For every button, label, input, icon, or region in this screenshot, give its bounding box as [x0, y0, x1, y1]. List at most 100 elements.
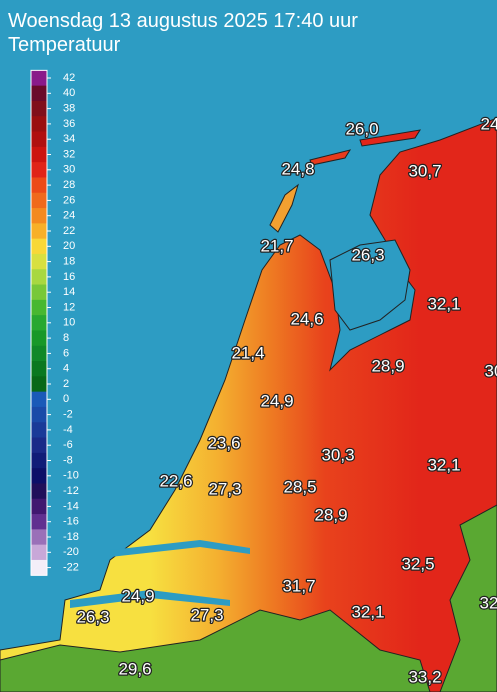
title: Woensdag 13 augustus 2025 17:40 uur: [8, 10, 358, 32]
station-label: 30,3: [321, 445, 354, 464]
legend-swatch: [31, 146, 47, 163]
legend-swatch: [31, 330, 47, 347]
legend-label: -18: [63, 531, 79, 543]
legend-border: [30, 69, 48, 576]
legend-swatch: [31, 559, 47, 576]
station-label: 27,3: [208, 479, 241, 498]
legend-label: 16: [63, 271, 75, 283]
legend-label: -22: [63, 562, 79, 574]
legend-swatch: [31, 177, 47, 194]
station-label: 27,3: [190, 605, 223, 624]
legend-label: 2: [63, 378, 69, 390]
legend-swatch: [31, 100, 47, 117]
legend-label: 40: [63, 87, 75, 99]
legend-swatch: [31, 85, 47, 102]
legend-swatch: [31, 498, 47, 515]
legend-label: 14: [63, 286, 75, 298]
legend-label: 22: [63, 225, 75, 237]
station-label: 29,6: [118, 659, 151, 678]
legend-swatch: [31, 315, 47, 331]
legend-swatch: [31, 192, 47, 209]
land: [0, 117, 497, 692]
station-label: 24,8: [281, 159, 314, 178]
station-label: 31,7: [282, 576, 315, 595]
legend-label: 32: [63, 148, 75, 160]
station-label: 24,9: [121, 586, 154, 605]
station-label: 32,5: [401, 554, 434, 573]
estuary: [110, 540, 250, 557]
legend-label: 28: [63, 179, 75, 191]
legend-label: -2: [63, 409, 73, 421]
legend-swatch: [31, 269, 47, 286]
legend-swatch: [31, 162, 47, 178]
island: [269, 183, 299, 233]
belgium: [0, 609, 431, 692]
legend-swatch: [31, 406, 47, 423]
legend: 424038363432302826242220181614121086420-…: [30, 69, 79, 576]
legend-swatch: [31, 223, 47, 240]
station-label: 30: [485, 361, 497, 380]
stations: 26,0 24 24,8 30,7 21,7 26,3 32,1 24,6 21…: [75, 113, 497, 688]
station-label: 32: [480, 593, 497, 612]
legend-label: 6: [63, 347, 69, 359]
legend-label: -12: [63, 485, 79, 497]
lake: [329, 239, 411, 331]
legend-swatch: [31, 422, 47, 439]
legend-swatch: [31, 376, 47, 393]
legend-label: -20: [63, 546, 79, 558]
station-label: 26,0: [345, 119, 378, 138]
legend-label: -4: [63, 424, 73, 436]
legend-label: 12: [63, 301, 75, 313]
legend-label: -6: [63, 439, 73, 451]
germany: [439, 504, 497, 692]
station-label: 33,2: [408, 667, 441, 686]
legend-label: 18: [63, 256, 75, 268]
legend-swatch: [31, 253, 47, 270]
legend-label: 8: [63, 332, 69, 344]
station-label: 26,3: [76, 607, 109, 626]
legend-label: 34: [63, 133, 75, 145]
legend-label: 24: [63, 210, 75, 222]
station-label: 32,1: [427, 455, 460, 474]
legend-swatch: [31, 299, 47, 316]
station-label: 24,6: [290, 309, 323, 328]
legend-swatch: [31, 452, 47, 469]
legend-swatch: [31, 238, 47, 255]
station-label: 21,4: [231, 343, 264, 362]
legend-label: 26: [63, 194, 75, 206]
legend-label: 4: [63, 363, 69, 375]
legend-swatch: [31, 116, 47, 133]
legend-swatch: [31, 345, 47, 362]
station-label: 24,9: [260, 391, 293, 410]
station-label: 32,1: [351, 602, 384, 621]
station-label: 30,7: [408, 161, 441, 180]
legend-swatch: [31, 437, 47, 454]
legend-swatch: [31, 361, 47, 377]
station-label: 28,9: [314, 505, 347, 524]
legend-label: -14: [63, 500, 79, 512]
station-label: 28,9: [371, 356, 404, 375]
legend-swatch: [31, 391, 47, 408]
station-label: 32,1: [427, 294, 460, 313]
legend-swatch: [31, 483, 47, 500]
legend-label: 0: [63, 393, 69, 405]
legend-swatch: [31, 514, 47, 530]
legend-label: 38: [63, 103, 75, 115]
legend-label: -8: [63, 454, 73, 466]
legend-swatch: [31, 70, 47, 87]
legend-label: -16: [63, 516, 79, 528]
legend-label: 36: [63, 118, 75, 130]
legend-label: -10: [63, 470, 79, 482]
island: [359, 129, 422, 147]
station-label: 28,5: [283, 477, 316, 496]
station-label: 26,3: [351, 245, 384, 264]
estuary: [70, 590, 230, 608]
station-label: 24: [481, 114, 497, 133]
legend-swatch: [31, 468, 47, 484]
legend-swatch: [31, 544, 47, 561]
legend-swatch: [31, 529, 47, 546]
station-label: 22,6: [159, 471, 192, 490]
legend-label: 10: [63, 317, 75, 329]
station-label: 21,7: [260, 236, 293, 255]
